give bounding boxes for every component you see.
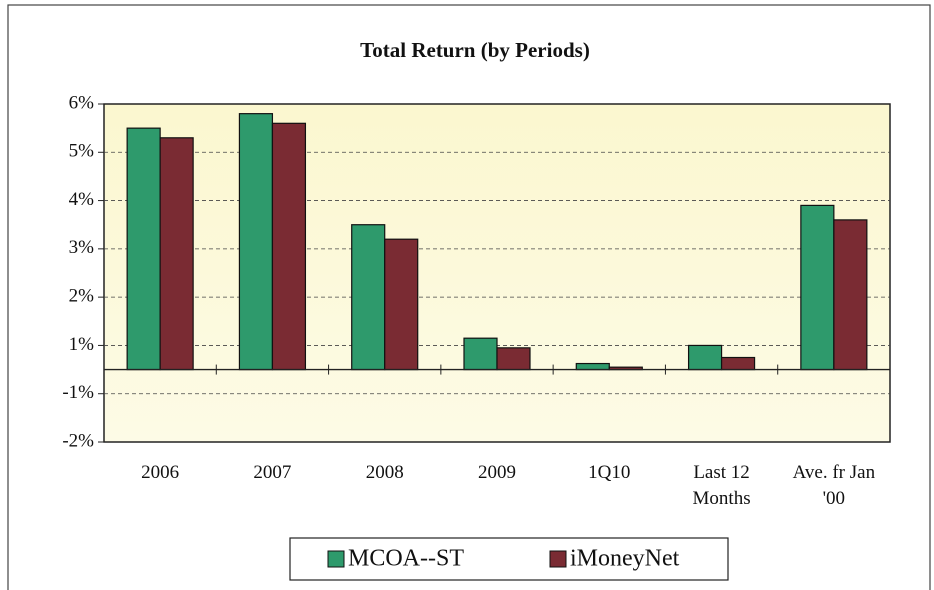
x-tick-label: Last 12 Months xyxy=(693,462,751,509)
legend-label: MCOA--ST xyxy=(348,546,464,572)
bar xyxy=(833,219,868,371)
x-tick-label: 1Q10 xyxy=(588,462,630,483)
legend xyxy=(289,537,729,581)
y-tick-label: 3% xyxy=(69,237,95,258)
bar xyxy=(351,224,386,371)
bar xyxy=(687,344,723,371)
y-tick-label: 5% xyxy=(69,141,95,162)
x-tick-label: 2006 xyxy=(141,462,179,483)
x-tick-label: 2007 xyxy=(253,462,291,483)
bar xyxy=(720,356,756,371)
x-tick-label: 2009 xyxy=(478,462,516,483)
bar xyxy=(126,127,161,371)
bar xyxy=(575,362,610,371)
bar xyxy=(271,122,307,371)
y-tick-label: 6% xyxy=(69,92,95,113)
bar xyxy=(463,337,498,371)
bar xyxy=(159,137,194,371)
y-tick-label: 2% xyxy=(69,286,95,307)
x-tick-label: Ave. fr Jan '00 xyxy=(793,462,876,509)
bar xyxy=(800,204,835,371)
bar xyxy=(496,347,531,371)
x-tick-label: 2008 xyxy=(366,462,404,483)
plot-area xyxy=(103,103,891,443)
y-tick-label: 4% xyxy=(69,189,95,210)
y-tick-label: -2% xyxy=(62,430,94,451)
legend-swatch xyxy=(549,550,567,568)
y-tick-label: -1% xyxy=(62,382,94,403)
chart-title: Total Return (by Periods) xyxy=(360,38,590,62)
y-tick-label: 1% xyxy=(69,334,95,355)
bar xyxy=(238,113,274,371)
legend-label: iMoneyNet xyxy=(570,546,680,572)
legend-swatch xyxy=(327,550,345,568)
bar xyxy=(384,238,419,371)
frame xyxy=(7,4,931,590)
